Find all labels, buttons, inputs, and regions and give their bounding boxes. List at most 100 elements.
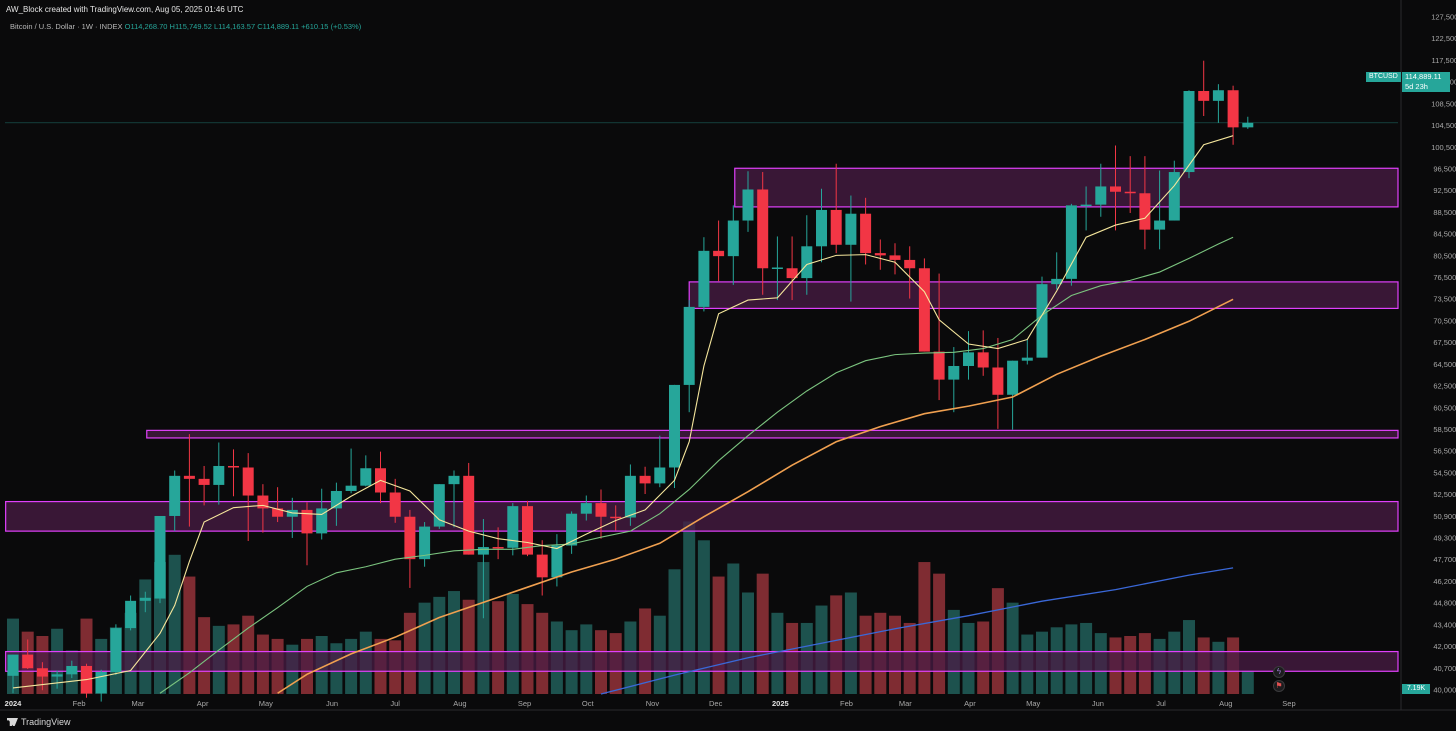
x-tick-label: Jul	[1156, 699, 1166, 708]
candle-body	[22, 654, 34, 669]
candle-body	[801, 246, 813, 279]
volume-bar	[521, 604, 534, 694]
candle-body	[595, 503, 607, 517]
candle-body	[301, 509, 313, 534]
tradingview-logo[interactable]: TradingView	[7, 717, 71, 727]
volume-bar	[418, 602, 431, 694]
x-tick-label: Apr	[197, 699, 209, 708]
candle-body	[1051, 278, 1063, 285]
candle-body	[904, 259, 916, 269]
x-tick-label: Feb	[73, 699, 86, 708]
y-tick-label: 88,500.00	[1433, 208, 1456, 217]
candle-body	[918, 268, 930, 352]
candle-body	[610, 516, 622, 519]
candle-body	[1036, 284, 1048, 358]
candle-body	[433, 484, 445, 527]
volume-bar	[1241, 670, 1254, 694]
y-tick-label: 73,500.00	[1433, 295, 1456, 304]
candle-body	[551, 545, 563, 578]
x-tick-label: 2025	[772, 699, 789, 708]
resistance-zone	[734, 167, 1399, 208]
y-tick-label: 122,500.00	[1431, 34, 1456, 43]
volume-bar	[918, 562, 931, 694]
lightning-icon[interactable]: ϟ	[1273, 666, 1285, 678]
candle-body	[1007, 360, 1019, 395]
symbol-title: Bitcoin / U.S. Dollar · 1W · INDEX	[10, 22, 123, 31]
volume-bar	[1006, 602, 1019, 694]
candle-body	[536, 554, 548, 578]
y-tick-label: 46,200.00	[1433, 577, 1456, 586]
candle-body	[419, 526, 431, 560]
candle-body	[992, 367, 1004, 395]
volume-bar	[991, 588, 1004, 694]
volume-bar	[448, 591, 460, 694]
candle-body	[1124, 191, 1136, 194]
candle-body	[7, 654, 19, 676]
candle-body	[272, 508, 284, 517]
candle-body	[624, 475, 636, 518]
candle-body	[977, 352, 989, 368]
candle-body	[345, 485, 357, 491]
candle-body	[580, 503, 592, 514]
candle-body	[492, 547, 504, 549]
y-tick-label: 42,000.00	[1433, 642, 1456, 651]
y-tick-label: 43,400.00	[1433, 620, 1456, 629]
candle-body	[1065, 205, 1077, 279]
y-tick-label: 40,700.00	[1433, 664, 1456, 673]
candle-body	[228, 465, 239, 468]
brand-name: TradingView	[21, 717, 71, 727]
ohlc-values: O114,268.70 H115,749.52 L114,163.57 C114…	[124, 22, 362, 31]
ma-long-line	[277, 298, 1234, 694]
x-tick-label: Sep	[518, 699, 531, 708]
flag-icon[interactable]: ⚑	[1273, 680, 1285, 692]
volume-bar	[683, 521, 696, 694]
y-tick-label: 44,800.00	[1433, 599, 1456, 608]
volume-bar	[727, 563, 740, 694]
y-tick-label: 104,500.00	[1431, 121, 1456, 130]
y-tick-label: 49,300.00	[1433, 534, 1456, 543]
volume-bar	[830, 595, 843, 694]
volume-bar	[844, 592, 857, 694]
candle-body	[330, 490, 342, 509]
ma-mid-line	[159, 236, 1234, 694]
candle-body	[389, 492, 401, 517]
candle-body	[198, 478, 210, 485]
candle-body	[477, 547, 489, 555]
x-tick-label: Aug	[453, 699, 466, 708]
candle-body	[683, 306, 695, 385]
y-tick-label: 70,500.00	[1433, 316, 1456, 325]
candle-body	[316, 508, 328, 534]
last-price: 114,889.11	[1405, 72, 1442, 81]
volume-bar	[462, 599, 475, 694]
candle-body	[507, 506, 519, 548]
candle-body	[110, 628, 122, 673]
y-tick-label: 92,500.00	[1433, 186, 1456, 195]
candle-body	[1154, 220, 1166, 230]
candle-body	[727, 220, 739, 257]
x-tick-label: Jun	[1092, 699, 1104, 708]
candle-body	[889, 255, 901, 260]
candle-body	[360, 468, 372, 486]
y-tick-label: 127,500.00	[1431, 13, 1456, 22]
y-tick-label: 84,500.00	[1433, 230, 1456, 239]
volume-bar	[756, 573, 769, 694]
candle-body	[757, 189, 769, 269]
symbol-legend[interactable]: Bitcoin / U.S. Dollar · 1W · INDEX O114,…	[10, 22, 361, 31]
candle-body	[830, 209, 842, 245]
candle-body	[566, 513, 578, 546]
volume-ma-line	[600, 567, 1234, 695]
y-tick-label: 50,900.00	[1433, 512, 1456, 521]
candle-body	[1198, 90, 1210, 101]
x-tick-label: May	[259, 699, 273, 708]
candle-body	[1227, 90, 1239, 128]
volume-bar	[712, 576, 725, 694]
candle-body	[933, 351, 945, 380]
symbol-badge: BTCUSD	[1366, 72, 1401, 82]
y-tick-label: 52,500.00	[1433, 490, 1456, 499]
candle-body	[169, 475, 181, 516]
resistance-zone	[146, 429, 1399, 439]
resistance-zone	[5, 500, 1399, 532]
candle-body	[742, 189, 754, 221]
y-tick-label: 56,500.00	[1433, 447, 1456, 456]
